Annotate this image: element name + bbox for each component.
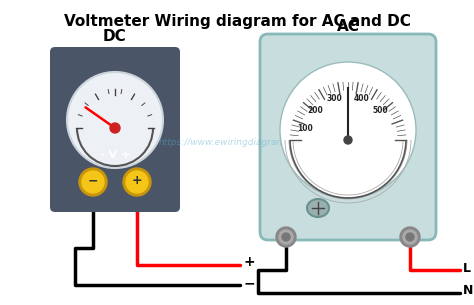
Circle shape — [403, 230, 417, 244]
Text: +: + — [132, 174, 142, 188]
Text: −: − — [88, 174, 98, 188]
Text: 100: 100 — [298, 124, 313, 133]
Text: AC: AC — [337, 19, 359, 34]
Circle shape — [400, 227, 420, 247]
Text: https://www.ewiringdiagrams.com/: https://www.ewiringdiagrams.com/ — [158, 138, 316, 147]
Circle shape — [123, 168, 151, 196]
Ellipse shape — [307, 199, 329, 217]
Text: DC: DC — [103, 29, 127, 44]
Circle shape — [279, 230, 293, 244]
Text: 300: 300 — [327, 94, 342, 103]
Circle shape — [126, 171, 148, 193]
FancyBboxPatch shape — [50, 47, 180, 212]
Circle shape — [344, 136, 352, 144]
Text: 500: 500 — [373, 106, 389, 115]
Circle shape — [110, 123, 120, 133]
Circle shape — [276, 227, 296, 247]
Circle shape — [282, 233, 290, 241]
Text: −: − — [244, 276, 255, 290]
Text: +: + — [244, 255, 255, 269]
Text: - V +: - V + — [100, 150, 130, 160]
Text: L: L — [463, 261, 471, 274]
Text: 200: 200 — [308, 106, 323, 115]
Circle shape — [79, 168, 107, 196]
Circle shape — [406, 233, 414, 241]
Text: Voltmeter Wiring diagram for AC and DC: Voltmeter Wiring diagram for AC and DC — [64, 14, 410, 29]
Circle shape — [82, 171, 104, 193]
Text: N: N — [463, 285, 474, 297]
Circle shape — [280, 62, 416, 198]
Text: 400: 400 — [354, 94, 369, 103]
Circle shape — [67, 72, 163, 168]
FancyBboxPatch shape — [260, 34, 436, 240]
